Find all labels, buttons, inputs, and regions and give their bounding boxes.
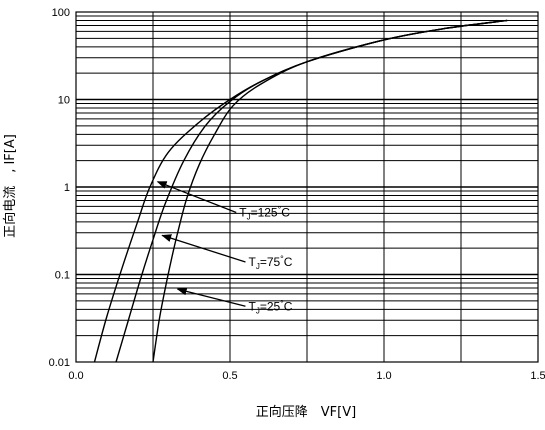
series-line xyxy=(152,19,508,363)
annotation-arrow xyxy=(161,234,246,263)
x-tick-label: 1.5 xyxy=(530,370,545,382)
y-tick-label: 1 xyxy=(64,182,70,194)
series-layer xyxy=(93,19,508,363)
grid xyxy=(76,12,538,362)
plot-border xyxy=(75,11,539,363)
annotation-arrow xyxy=(176,287,246,307)
annotations: TJ=125°C TJ=75°C TJ=25°C xyxy=(156,181,293,315)
annotation-label: TJ=75°C xyxy=(248,254,292,271)
y-axis-ticks: 0.01 0.1 1 10 100 xyxy=(49,7,70,369)
annotation-label: TJ=125°C xyxy=(239,205,290,222)
x-tick-label: 0.5 xyxy=(222,370,237,382)
y-tick-label: 10 xyxy=(58,95,70,107)
plot-frame xyxy=(75,11,539,363)
x-tick-label: 1.0 xyxy=(376,370,391,382)
x-axis-title: 正向压降 VF[V] xyxy=(256,404,356,420)
x-axis-ticks: 0.0 0.5 1.0 1.5 xyxy=(68,370,545,382)
y-tick-label: 0.01 xyxy=(49,357,70,369)
x-tick-label: 0.0 xyxy=(68,370,83,382)
y-axis-title: 正向电流 , IF[A] xyxy=(2,134,18,238)
annotation-arrow xyxy=(156,181,237,214)
y-tick-label: 100 xyxy=(52,7,70,19)
annotation-label: TJ=25°C xyxy=(248,298,292,315)
y-tick-label: 0.1 xyxy=(55,270,70,282)
